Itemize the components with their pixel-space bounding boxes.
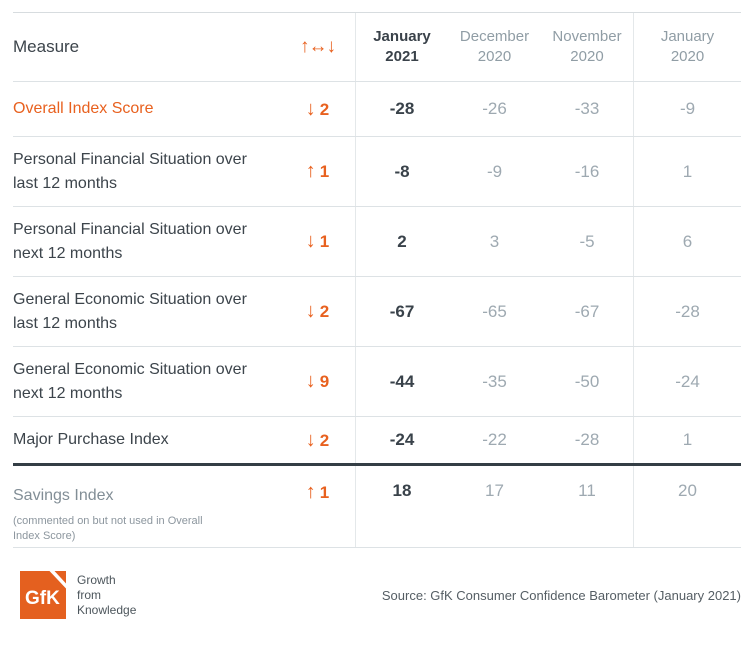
row-label: Major Purchase Index (13, 431, 169, 448)
source-text: Source: GfK Consumer Confidence Baromete… (381, 587, 741, 603)
value-jan-2020: -24 (675, 371, 700, 391)
change-indicator: ↓ 2 (306, 300, 329, 323)
value-nov-2020: -28 (574, 430, 600, 449)
table-row-ges-next-12: General Economic Situation over next 12 … (13, 347, 741, 417)
down-arrow-icon: ↓ (305, 370, 316, 392)
table-row-overall-index: Overall Index Score ↓ 2 -28 -26 -33 -9 (13, 82, 741, 137)
value-jan-2020: 1 (682, 161, 693, 181)
change-indicator: ↓ 1 (306, 230, 329, 253)
month-name: January (373, 28, 431, 45)
value-dec-2020: 17 (485, 481, 504, 500)
month-year: 2021 (385, 48, 419, 65)
change-indicator: ↓ 9 (306, 370, 329, 393)
value-jan-2021: -8 (394, 161, 410, 181)
table-row-major-purchase: Major Purchase Index ↓ 2 -24 -22 -28 1 (13, 417, 741, 466)
change-indicator: ↑ 1 (306, 160, 329, 183)
change-indicator: ↑ 1 (306, 481, 329, 504)
table-row-ges-last-12: General Economic Situation over last 12 … (13, 277, 741, 347)
change-value: 1 (319, 232, 330, 251)
confidence-table: Measure ↑↔↓ January 2021 December 2020 Nov… (13, 12, 741, 548)
down-arrow-icon: ↓ (305, 97, 316, 120)
down-arrow-icon: ↓ (305, 428, 316, 451)
measure-header-label: Measure (13, 37, 80, 56)
change-value: 2 (319, 430, 330, 450)
down-arrow-icon: ↓ (305, 300, 316, 322)
row-label: General Economic Situation over last 12 … (13, 290, 247, 332)
month-name: November (552, 28, 622, 45)
value-jan-2021: 18 (392, 481, 412, 500)
up-arrow-icon: ↑ (305, 160, 316, 182)
value-nov-2020: -67 (574, 301, 600, 321)
value-jan-2021: -67 (389, 301, 415, 321)
change-value: 2 (319, 99, 330, 119)
value-jan-2020: 6 (682, 231, 693, 251)
gfk-logo-icon: GfK (20, 571, 66, 619)
gfk-tagline: Growth from Knowledge (77, 573, 136, 618)
value-nov-2020: -50 (574, 371, 600, 391)
table-header-row: Measure ↑↔↓ January 2021 December 2020 Nov… (13, 13, 741, 82)
down-arrow-icon: ↓ (305, 230, 316, 252)
value-nov-2020: -5 (579, 231, 595, 251)
value-dec-2020: -26 (482, 99, 507, 118)
month-year: 2020 (670, 48, 705, 65)
tagline-line: Growth (77, 572, 116, 587)
value-nov-2020: -33 (574, 99, 600, 118)
value-dec-2020: 3 (489, 231, 500, 251)
value-jan-2020: -9 (679, 99, 696, 118)
row-label: Savings Index (13, 487, 114, 504)
header-cell-change: ↑↔↓ (280, 13, 355, 81)
gfk-logo-text: GfK (25, 588, 60, 609)
table-row-pfs-last-12: Personal Financial Situation over last 1… (13, 137, 741, 207)
row-label: Overall Index Score (13, 100, 154, 117)
value-jan-2020: 1 (682, 430, 693, 449)
header-cell-jan-2021: January 2021 (355, 13, 448, 81)
tagline-line: from (77, 587, 101, 602)
value-dec-2020: -22 (482, 430, 507, 449)
month-name: December (459, 28, 530, 45)
value-jan-2021: 2 (397, 231, 407, 251)
tagline-line: Knowledge (77, 602, 137, 617)
gfk-brand: GfK Growth from Knowledge (20, 571, 136, 619)
header-cell-measure: Measure (13, 13, 280, 81)
table-row-pfs-next-12: Personal Financial Situation over next 1… (13, 207, 741, 277)
value-jan-2020: -28 (675, 301, 700, 321)
change-indicator: ↓ 2 (306, 98, 329, 121)
value-jan-2021: -24 (389, 430, 415, 449)
change-value: 1 (319, 162, 330, 181)
month-year: 2020 (477, 48, 512, 65)
header-cell-dec-2020: December 2020 (448, 13, 541, 81)
change-value: 9 (319, 372, 330, 391)
value-dec-2020: -35 (482, 371, 507, 391)
footer: GfK Growth from Knowledge Source: GfK Co… (13, 571, 741, 619)
value-nov-2020: -16 (574, 161, 600, 181)
change-value: 1 (319, 483, 330, 502)
table-row-savings-index: Savings Index (commented on but not used… (13, 466, 741, 548)
arrow-legend-icon: ↑↔↓ (300, 36, 336, 57)
change-value: 2 (319, 302, 330, 321)
value-jan-2021: -28 (389, 99, 415, 118)
change-indicator: ↓ 2 (306, 429, 329, 452)
value-dec-2020: -65 (482, 301, 507, 321)
value-nov-2020: 11 (578, 481, 596, 500)
header-cell-nov-2020: November 2020 (541, 13, 633, 81)
row-label: Personal Financial Situation over last 1… (13, 150, 247, 192)
row-footnote: (commented on but not used in Overall In… (13, 515, 203, 542)
up-arrow-icon: ↑ (305, 481, 316, 503)
row-label: Personal Financial Situation over next 1… (13, 220, 247, 262)
value-jan-2020: 20 (678, 481, 697, 500)
header-cell-jan-2020: January 2020 (633, 13, 741, 81)
value-jan-2021: -44 (389, 371, 415, 391)
month-year: 2020 (570, 48, 604, 65)
row-label: General Economic Situation over next 12 … (13, 360, 247, 402)
month-name: January (660, 28, 715, 45)
value-dec-2020: -9 (486, 161, 503, 181)
